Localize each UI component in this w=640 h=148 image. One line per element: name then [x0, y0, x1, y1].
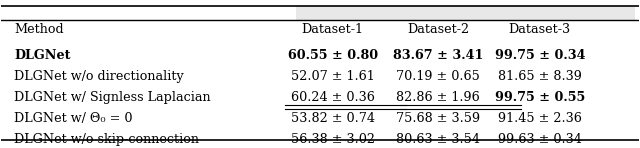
Text: Dataset-1: Dataset-1	[301, 23, 364, 36]
Text: 91.45 ± 2.36: 91.45 ± 2.36	[498, 112, 582, 125]
Bar	[515, 6, 636, 20]
Text: DLGNet w/ Signless Laplacian: DLGNet w/ Signless Laplacian	[14, 91, 211, 104]
Text: 56.38 ± 3.02: 56.38 ± 3.02	[291, 133, 375, 146]
Text: 82.86 ± 1.96: 82.86 ± 1.96	[396, 91, 480, 104]
Text: DLGNet w/ Θ₀ = 0: DLGNet w/ Θ₀ = 0	[14, 112, 132, 125]
Text: Method: Method	[14, 23, 64, 36]
Bar	[404, 6, 516, 20]
Text: Dataset-2: Dataset-2	[407, 23, 469, 36]
Text: 80.63 ± 3.54: 80.63 ± 3.54	[396, 133, 480, 146]
Text: 81.65 ± 8.39: 81.65 ± 8.39	[498, 70, 582, 83]
Text: 60.24 ± 0.36: 60.24 ± 0.36	[291, 91, 374, 104]
Text: 75.68 ± 3.59: 75.68 ± 3.59	[396, 112, 480, 125]
Text: DLGNet w/o skip-connection: DLGNet w/o skip-connection	[14, 133, 199, 146]
Text: 99.75 ± 0.55: 99.75 ± 0.55	[495, 91, 585, 104]
Bar	[296, 6, 406, 20]
Text: 52.07 ± 1.61: 52.07 ± 1.61	[291, 70, 374, 83]
Text: 53.82 ± 0.74: 53.82 ± 0.74	[291, 112, 375, 125]
Text: 99.75 ± 0.34: 99.75 ± 0.34	[495, 49, 585, 62]
Text: 70.19 ± 0.65: 70.19 ± 0.65	[396, 70, 480, 83]
Text: DLGNet w/o directionality: DLGNet w/o directionality	[14, 70, 184, 83]
Text: Dataset-3: Dataset-3	[509, 23, 571, 36]
Text: DLGNet: DLGNet	[14, 49, 70, 62]
Text: 99.63 ± 0.34: 99.63 ± 0.34	[498, 133, 582, 146]
Text: 83.67 ± 3.41: 83.67 ± 3.41	[393, 49, 483, 62]
Text: 60.55 ± 0.80: 60.55 ± 0.80	[288, 49, 378, 62]
